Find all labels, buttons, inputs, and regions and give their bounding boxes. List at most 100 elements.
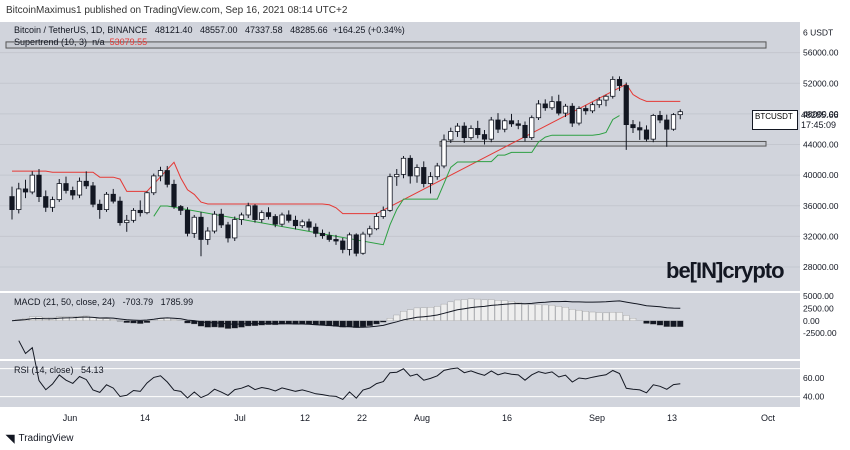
macd-histogram-bar xyxy=(339,320,346,328)
candle-body xyxy=(16,188,22,211)
candle-body xyxy=(657,115,663,121)
macd-histogram-bar xyxy=(366,320,373,327)
grid xyxy=(0,52,850,361)
candle-body xyxy=(103,193,110,211)
candle-body xyxy=(232,219,238,239)
candle-body xyxy=(630,124,636,129)
time-tick-label: Sep xyxy=(589,413,605,423)
candle-body xyxy=(583,108,589,112)
rsi-name: RSI (14, close) xyxy=(14,365,74,375)
price-tick-label: 40000.00 xyxy=(803,170,839,180)
candle-body xyxy=(43,196,49,208)
supertrend-line xyxy=(12,83,681,246)
macd-tick-label: -2500.00 xyxy=(803,328,837,338)
candle-body xyxy=(340,240,346,250)
candle-body xyxy=(306,221,312,228)
candle-body xyxy=(542,103,548,109)
candles xyxy=(9,76,683,257)
price-tick-label: 48000.00 xyxy=(803,109,839,119)
macd-histogram-bar xyxy=(137,320,144,324)
candle-body xyxy=(171,183,177,207)
candle-body xyxy=(211,213,218,232)
candle-body xyxy=(461,125,467,139)
candle-body xyxy=(468,128,474,139)
candle-body xyxy=(603,95,609,101)
macd-histogram-bar xyxy=(413,307,421,321)
macd-histogram-bar xyxy=(643,320,650,324)
supertrend-down-line xyxy=(12,83,681,215)
candle-body xyxy=(36,174,42,197)
current-price: 48285.66 xyxy=(801,110,839,120)
macd-histogram-bar xyxy=(359,320,367,328)
resistance-zone xyxy=(5,41,767,49)
publish-line: BitcoinMaximus1 published on TradingView… xyxy=(6,5,348,16)
time-tick-label: 14 xyxy=(140,413,150,423)
candle-body xyxy=(22,188,29,193)
candle-body xyxy=(205,230,211,240)
candle-body xyxy=(616,79,623,86)
macd-histogram-bar xyxy=(130,320,137,324)
macd-histogram-bar xyxy=(488,299,495,321)
close-value: 48285.66 xyxy=(290,25,328,35)
tradingview-footer[interactable]: ◥ TradingView xyxy=(6,432,74,445)
macd-histogram-bar xyxy=(62,316,70,321)
macd-histogram-bar xyxy=(542,304,549,321)
macd-tick-label: 2500.00 xyxy=(803,303,834,313)
axes: 6 USDT 56000.00 52000.00 48000.00 44000.00 40… xyxy=(63,28,839,423)
supertrend-value: 53079.55 xyxy=(109,37,148,47)
candle-body xyxy=(610,79,616,97)
time-tick-label: Aug xyxy=(414,413,430,423)
macd-histogram-bar xyxy=(123,320,130,323)
macd-histogram-bar xyxy=(501,300,508,321)
candle-body xyxy=(198,216,204,240)
candle-body xyxy=(421,167,427,184)
macd-name: MACD (21, 50, close, 24) xyxy=(14,297,116,307)
macd-histogram-bar xyxy=(83,315,90,321)
candle-body xyxy=(522,124,528,139)
candle-body xyxy=(475,128,481,135)
candle-body xyxy=(562,105,569,114)
macd-histogram-bar xyxy=(258,320,265,326)
macd-histogram-bar xyxy=(204,320,211,328)
price-axis[interactable] xyxy=(800,22,850,407)
macd-histogram-bar xyxy=(420,307,427,321)
macd-histogram-bar xyxy=(380,320,387,323)
high-value: 48557.00 xyxy=(199,25,238,35)
macd-value-2: 1785.99 xyxy=(160,297,194,307)
candle-body xyxy=(576,108,582,124)
candle-body xyxy=(184,209,191,234)
price-tick-label: 32000.00 xyxy=(803,231,839,241)
candle-body xyxy=(333,239,339,242)
price-tick-label: 36000.00 xyxy=(803,201,839,211)
macd-histogram-bar xyxy=(285,320,292,325)
candle-body xyxy=(157,170,164,177)
macd-histogram-bar xyxy=(56,316,63,321)
candle-body xyxy=(83,180,89,187)
macd-histogram-bar xyxy=(224,320,232,329)
macd-value-1: -703.79 xyxy=(122,297,154,307)
candle-body xyxy=(373,216,380,230)
candle-body xyxy=(225,224,231,239)
candle-body xyxy=(569,105,575,124)
time-tick-label: Jun xyxy=(63,413,78,423)
supertrend-name: Supertrend (10, 3) xyxy=(14,37,88,47)
time-tick-label: 16 xyxy=(502,413,512,423)
time-axis-bar[interactable] xyxy=(0,407,850,450)
macd-histogram-bar xyxy=(272,320,279,326)
candle-body xyxy=(596,99,602,106)
candle-body xyxy=(286,214,292,221)
candle-body xyxy=(56,183,62,201)
candle-body xyxy=(589,104,596,112)
candle-body xyxy=(427,176,434,184)
candle-body xyxy=(326,235,332,240)
open-value: 48121.40 xyxy=(154,25,193,35)
candle-body xyxy=(63,183,69,191)
candle-body xyxy=(394,173,400,178)
candle-body xyxy=(299,221,305,227)
candle-body xyxy=(434,165,440,178)
macd-histogram-bar xyxy=(211,320,218,328)
macd-histogram-bar xyxy=(96,318,103,321)
candle-body xyxy=(535,103,542,119)
rsi-pane xyxy=(0,340,800,401)
